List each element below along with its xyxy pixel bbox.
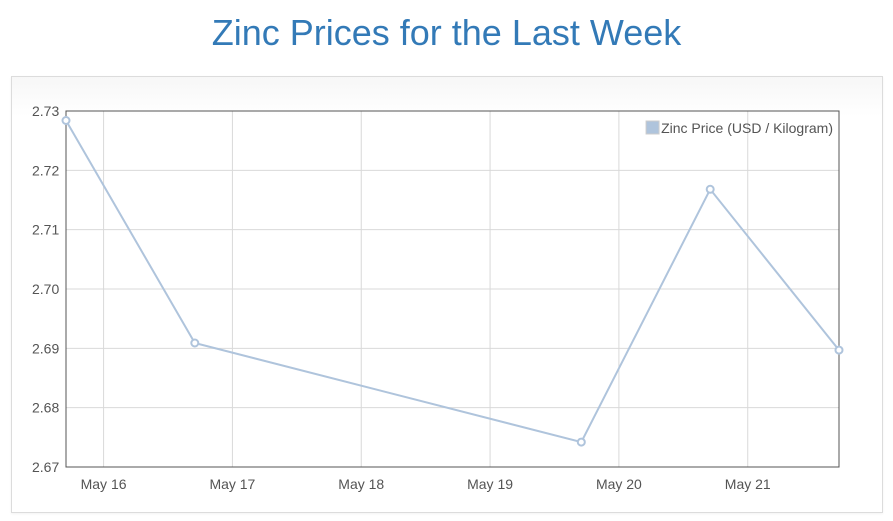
y-tick-label: 2.71 (32, 222, 59, 238)
x-tick-label: May 18 (338, 476, 384, 492)
legend-swatch-icon (645, 120, 660, 135)
chart-panel: 2.67 2.68 2.69 2.70 2.71 2.72 2.73 May 16 May 17… (11, 76, 883, 513)
series-line (65, 119, 840, 444)
x-tick-label: May 17 (209, 476, 255, 492)
y-tick-label: 2.70 (32, 281, 59, 297)
x-tick-label: May 21 (725, 476, 771, 492)
axis-ticks: 2.67 2.68 2.69 2.70 2.71 2.72 2.73 May 16 May 17… (32, 103, 771, 492)
data-point[interactable] (61, 116, 71, 125)
y-tick-label: 2.68 (32, 400, 59, 416)
data-point[interactable] (834, 345, 844, 355)
grid-lines (66, 110, 839, 468)
series-layer (61, 116, 844, 447)
y-tick-label: 2.69 (32, 340, 59, 356)
x-tick-label: May 20 (596, 476, 642, 492)
plot-area-frame (65, 110, 840, 468)
data-point[interactable] (705, 184, 715, 194)
page-title: Zinc Prices for the Last Week (211, 12, 682, 53)
y-tick-label: 2.73 (32, 103, 59, 119)
legend-label: Zinc Price (USD / Kilogram) (661, 120, 833, 136)
data-point[interactable] (576, 437, 586, 447)
chart-legend[interactable]: Zinc Price (USD / Kilogram) (645, 120, 833, 136)
line-chart: 2.67 2.68 2.69 2.70 2.71 2.72 2.73 May 16 May 17… (32, 103, 844, 492)
data-point[interactable] (190, 338, 200, 348)
x-tick-label: May 16 (81, 476, 127, 492)
x-tick-label: May 19 (467, 476, 513, 492)
y-tick-label: 2.72 (32, 162, 59, 178)
y-tick-label: 2.67 (32, 459, 59, 475)
